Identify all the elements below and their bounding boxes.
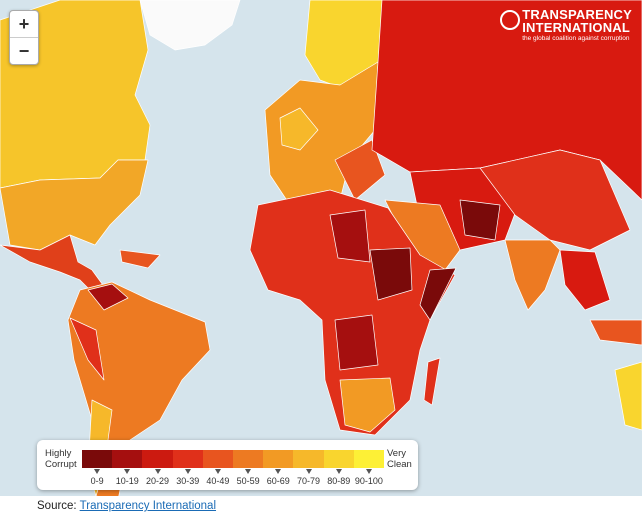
- legend-marker: [275, 469, 282, 474]
- legend-swatch: 10-19: [112, 450, 143, 486]
- legend-swatch: 90-100: [353, 450, 385, 486]
- legend-marker: [184, 469, 191, 474]
- legend-marker: [94, 469, 101, 474]
- legend-range-label: 70-79: [297, 476, 321, 486]
- logo-icon: [500, 10, 521, 30]
- legend-range-label: 20-29: [145, 476, 170, 486]
- legend-range-label: 90-100: [354, 476, 383, 486]
- legend-marker: [335, 469, 342, 474]
- legend-swatch: 40-49: [202, 450, 234, 486]
- legend-marker: [305, 469, 312, 474]
- legend-swatch: 0-9: [82, 450, 113, 486]
- legend-range-label: 60-69: [266, 476, 290, 486]
- source: Source: Transparency International: [37, 500, 216, 512]
- legend-marker: [365, 469, 372, 474]
- legend-scale: 0-9 10-19 20-29 30-39 40-49 50-59 60-69 70-79 80…: [82, 450, 385, 486]
- legend-low-label: Highly Corrupt: [45, 448, 77, 470]
- legend-marker: [154, 469, 161, 474]
- zoom-out-button[interactable]: −: [10, 37, 38, 64]
- legend-marker: [214, 469, 221, 474]
- zoom-in-button[interactable]: +: [18, 14, 30, 34]
- legend-range-label: 50-59: [236, 476, 260, 486]
- legend-marker: [245, 469, 252, 474]
- legend-range-label: 30-39: [176, 476, 200, 486]
- legend-range-label: 0-9: [90, 476, 104, 486]
- logo-tagline: the global coalition against corruption: [522, 35, 630, 42]
- logo-name: INTERNATIONAL: [522, 20, 631, 35]
- legend-swatch: 60-69: [263, 450, 294, 486]
- source-prefix: Source:: [37, 500, 77, 512]
- legend-swatch: 70-79: [293, 450, 324, 486]
- legend-swatch: 50-59: [233, 450, 264, 486]
- source-link[interactable]: Transparency International: [79, 500, 217, 512]
- legend-range-label: 80-89: [327, 476, 351, 486]
- world-map: [0, 0, 642, 496]
- legend-swatch: 30-39: [172, 450, 203, 486]
- legend-marker: [124, 469, 131, 474]
- legend: Highly Corrupt 0-9 10-19 20-29 30-39 40-49 50…: [37, 440, 418, 490]
- logo-name: TRANSPARENCY: [522, 7, 632, 22]
- legend-high-label: Very Clean: [387, 448, 412, 470]
- legend-range-label: 10-19: [115, 476, 139, 486]
- zoom-control: + −: [9, 10, 39, 65]
- logo: TRANSPARENCY INTERNATIONAL the global co…: [500, 7, 632, 43]
- legend-swatch: 80-89: [323, 450, 354, 486]
- legend-range-label: 40-49: [206, 476, 230, 486]
- legend-swatch: 20-29: [142, 450, 173, 486]
